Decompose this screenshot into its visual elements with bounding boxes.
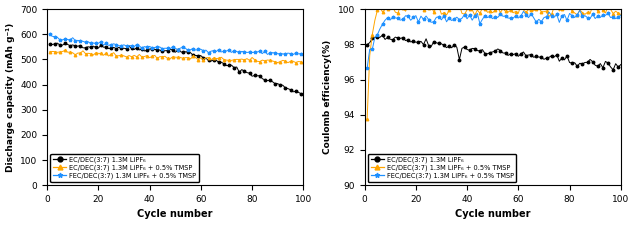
Legend: EC/DEC(3:7) 1.3M LiPF₆, EC/DEC(3:7) 1.3M LiPF₆ + 0.5% TMSP, FEC/DEC(3:7) 1.3M Li: EC/DEC(3:7) 1.3M LiPF₆, EC/DEC(3:7) 1.3M… (368, 154, 516, 182)
X-axis label: Cycle number: Cycle number (137, 209, 213, 219)
X-axis label: Cycle number: Cycle number (455, 209, 530, 219)
Y-axis label: Discharge capacity (mAh g⁻¹): Discharge capacity (mAh g⁻¹) (6, 22, 15, 172)
Y-axis label: Coulomb efficiency(%): Coulomb efficiency(%) (323, 40, 332, 154)
Legend: EC/DEC(3:7) 1.3M LiPF₆, EC/DEC(3:7) 1.3M LiPF₆ + 0.5% TMSP, FEC/DEC(3:7) 1.3M Li: EC/DEC(3:7) 1.3M LiPF₆, EC/DEC(3:7) 1.3M… (50, 154, 199, 182)
